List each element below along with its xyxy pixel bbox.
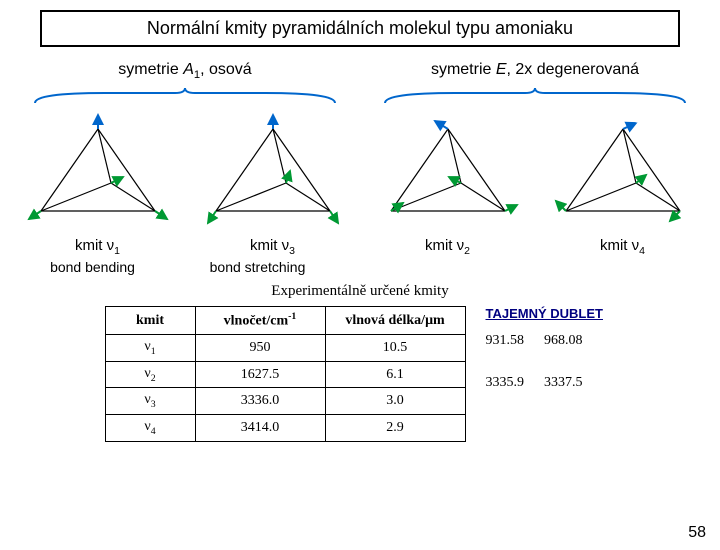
table-cell: ν1 xyxy=(105,334,195,361)
brace-right-icon xyxy=(375,87,695,105)
brace-row xyxy=(10,87,710,105)
pyramid-1 xyxy=(15,111,180,229)
dublet-pair-1: 931.58 968.08 xyxy=(486,333,656,349)
symmetry-left: symetrie A1, osová xyxy=(10,61,360,81)
mode-label-row: kmit ν1 kmit ν3 kmit ν2 kmit ν4 xyxy=(10,237,710,257)
table-cell: 3336.0 xyxy=(195,388,325,415)
page-title: Normální kmity pyramidálních molekul typ… xyxy=(40,10,680,47)
table-cell: 2.9 xyxy=(325,415,465,442)
mode-label-2: kmit ν3 xyxy=(190,237,355,257)
table-title: Experimentálně určené kmity xyxy=(0,283,720,300)
mode-desc-4 xyxy=(505,259,670,275)
table-cell: 6.1 xyxy=(325,361,465,388)
dublet-value: 3335.9 xyxy=(486,375,525,391)
mode-label-4: kmit ν4 xyxy=(540,237,705,257)
table-header: vlnočet/cm-1 xyxy=(195,307,325,335)
dublet-value: 931.58 xyxy=(486,333,525,349)
symmetry-right: symetrie E, 2x degenerovaná xyxy=(360,61,710,81)
mode-desc-row: bond bendingbond stretching xyxy=(10,259,710,275)
mode-desc-2: bond stretching xyxy=(175,259,340,275)
table-cell: 950 xyxy=(195,334,325,361)
table-cell: 3414.0 xyxy=(195,415,325,442)
table-cell: 3.0 xyxy=(325,388,465,415)
dublet-pair-2: 3335.9 3337.5 xyxy=(486,375,656,391)
page-number: 58 xyxy=(688,524,706,542)
mode-label-1: kmit ν1 xyxy=(15,237,180,257)
table-header: vlnová délka/μm xyxy=(325,307,465,335)
mode-desc-3 xyxy=(340,259,505,275)
dublet-box: TAJEMNÝ DUBLET 931.58 968.08 3335.9 3337.5 xyxy=(486,306,656,417)
table-row: ν21627.56.1 xyxy=(105,361,465,388)
table-cell: ν4 xyxy=(105,415,195,442)
table-cell: 1627.5 xyxy=(195,361,325,388)
table-cell: ν2 xyxy=(105,361,195,388)
table-row: ν43414.02.9 xyxy=(105,415,465,442)
dublet-value: 968.08 xyxy=(544,333,583,349)
dublet-value: 3337.5 xyxy=(544,375,583,391)
pyramid-diagrams xyxy=(10,111,710,229)
table-cell: ν3 xyxy=(105,388,195,415)
pyramid-4 xyxy=(540,111,705,229)
table-cell: 10.5 xyxy=(325,334,465,361)
pyramid-3 xyxy=(365,111,530,229)
table-row: ν33336.03.0 xyxy=(105,388,465,415)
pyramid-2 xyxy=(190,111,355,229)
table-header: kmit xyxy=(105,307,195,335)
modes-table: kmitvlnočet/cm-1vlnová délka/μmν195010.5… xyxy=(105,306,466,442)
table-row: ν195010.5 xyxy=(105,334,465,361)
mode-label-3: kmit ν2 xyxy=(365,237,530,257)
symmetry-labels: symetrie A1, osová symetrie E, 2x degene… xyxy=(10,61,710,81)
brace-left-icon xyxy=(25,87,345,105)
mode-desc-1: bond bending xyxy=(10,259,175,275)
dublet-title: TAJEMNÝ DUBLET xyxy=(486,306,656,321)
